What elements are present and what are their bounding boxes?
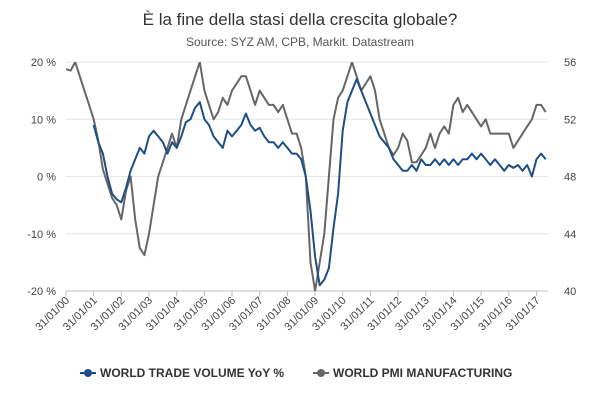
x-axis: 31/01/0031/01/0131/01/0231/01/0331/01/04… — [33, 290, 548, 333]
y-left-tick-label: -10 % — [27, 229, 56, 241]
chart-subtitle: Source: SYZ AM, CPB, Markit. Datastream — [186, 35, 414, 49]
chart-title: È la fine della stasi della crescita glo… — [143, 10, 458, 29]
series-lines — [66, 62, 547, 291]
legend-label: WORLD PMI MANUFACTURING — [333, 366, 512, 380]
series-line-0 — [92, 78, 547, 287]
legend-item-1[interactable]: WORLD PMI MANUFACTURING — [313, 366, 512, 380]
y-left-tick-label: -20 % — [27, 286, 56, 298]
y-right-tick-label: 52 — [564, 114, 576, 126]
legend-label: WORLD TRADE VOLUME YoY % — [100, 366, 284, 380]
y-right-tick-label: 56 — [564, 57, 576, 69]
gridlines — [66, 61, 548, 292]
legend-marker — [317, 369, 325, 377]
right-y-axis: 56 52 48 44 40 — [564, 57, 576, 298]
y-right-tick-label: 44 — [564, 229, 576, 241]
y-right-tick-label: 48 — [564, 172, 576, 184]
legend-item-0[interactable]: WORLD TRADE VOLUME YoY % — [80, 366, 284, 380]
left-y-axis: 20 % 10 % 0 % -10 % -20 % — [27, 57, 56, 298]
y-left-tick-label: 20 % — [31, 57, 56, 69]
legend[interactable]: WORLD TRADE VOLUME YoY % WORLD PMI MANUFA… — [80, 366, 512, 380]
y-right-tick-label: 40 — [564, 286, 576, 298]
legend-marker — [84, 369, 92, 377]
y-left-tick-label: 0 % — [37, 172, 56, 184]
y-left-tick-label: 10 % — [31, 114, 56, 126]
